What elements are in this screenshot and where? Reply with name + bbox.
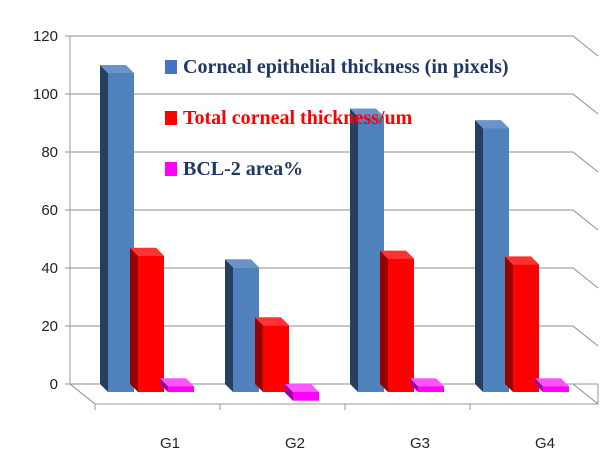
gridline <box>70 93 599 115</box>
y-tick-label: 120 <box>33 28 58 45</box>
x-axis-ticks: G1 G2 G3 G4 <box>94 404 555 452</box>
bar-front <box>233 267 259 392</box>
bar <box>285 384 319 401</box>
bar-top <box>475 120 509 129</box>
bar-front <box>168 386 194 392</box>
bar-front <box>293 392 319 401</box>
x-tick-label: G4 <box>535 435 555 452</box>
bar-top <box>225 259 259 268</box>
legend-label: BCL-2 area% <box>183 158 303 180</box>
bar <box>535 378 569 392</box>
x-tick-label: G3 <box>410 435 430 452</box>
bar-top <box>255 317 289 326</box>
bar <box>380 250 414 392</box>
y-tick-label: 0 <box>50 376 58 393</box>
bars <box>100 65 569 401</box>
bar <box>410 378 444 392</box>
bar-front <box>108 73 134 392</box>
bar <box>475 120 509 392</box>
bar <box>100 65 134 392</box>
gridline <box>70 35 599 57</box>
gridline <box>70 151 599 173</box>
legend-swatch <box>165 60 177 74</box>
y-tick-label: 60 <box>41 202 58 219</box>
bar <box>130 247 164 392</box>
bar-top <box>160 378 194 387</box>
x-tick-label: G1 <box>160 435 180 452</box>
legend-swatch <box>165 111 177 125</box>
legend-swatch <box>165 162 177 176</box>
bar-side <box>255 317 263 392</box>
legend-label: Total corneal thickness/um <box>183 107 413 129</box>
bar <box>350 108 384 392</box>
bar-front <box>418 386 444 392</box>
y-tick-label: 100 <box>33 86 58 103</box>
bar-side <box>160 378 168 392</box>
bar-side <box>225 259 233 392</box>
bar-side <box>410 378 418 392</box>
bar-top <box>410 378 444 387</box>
bar <box>225 259 259 392</box>
y-tick-label: 20 <box>41 318 58 335</box>
bar-top <box>380 250 414 259</box>
legend: Corneal epithelial thickness (in pixels)… <box>165 56 509 180</box>
floor-edge <box>69 383 96 405</box>
bar-top <box>285 384 319 392</box>
x-tick-label: G2 <box>285 435 305 452</box>
bar-side <box>285 384 293 401</box>
bar-side <box>535 378 543 392</box>
bar-front <box>263 325 289 392</box>
y-axis-ticks: 0 20 40 60 80 100 120 <box>33 28 58 393</box>
y-tick-label: 80 <box>41 144 58 161</box>
bar-top <box>100 65 134 73</box>
bar <box>505 256 539 392</box>
bar-top <box>350 108 384 117</box>
bar-side <box>380 250 388 392</box>
y-tick-label: 40 <box>41 260 58 277</box>
legend-label: Corneal epithelial thickness (in pixels) <box>183 56 509 78</box>
bar-top <box>130 247 164 256</box>
bar-front <box>358 116 384 392</box>
gridline <box>70 209 599 231</box>
bar-side <box>350 108 358 392</box>
bar-front <box>138 255 164 392</box>
bar-side <box>475 120 483 392</box>
bar <box>255 317 289 392</box>
bar-top <box>505 256 539 265</box>
bar-side <box>100 65 108 392</box>
bar-front <box>483 128 509 392</box>
bar-top <box>535 378 569 387</box>
bar-side <box>505 256 513 392</box>
bar-front <box>543 386 569 392</box>
bar-side <box>130 247 138 392</box>
bar <box>160 378 194 392</box>
bar-front <box>388 258 414 392</box>
bar-front <box>513 264 539 392</box>
